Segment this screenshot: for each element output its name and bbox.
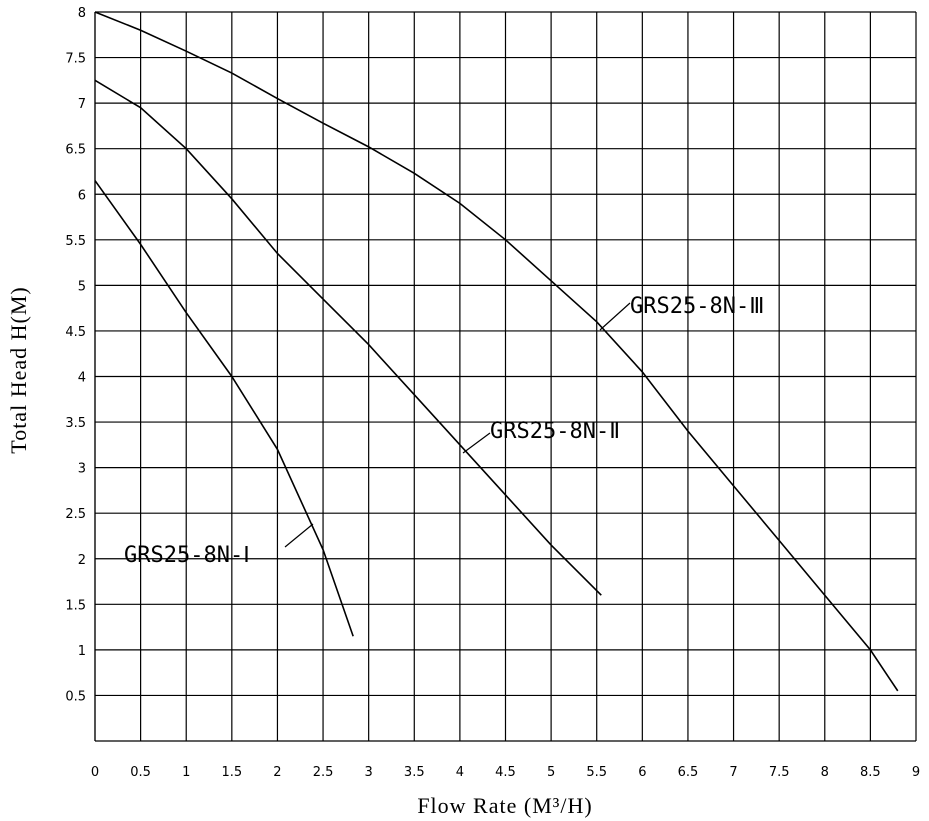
y-tick-label: 5 <box>78 279 86 294</box>
y-tick-label: 2.5 <box>65 507 86 522</box>
series-label: GRS25-8N-Ⅱ <box>490 419 620 444</box>
y-tick-label: 3.5 <box>65 416 86 431</box>
x-tick-label: 6 <box>638 765 646 780</box>
x-tick-label: 8.5 <box>860 765 881 780</box>
y-tick-label: 3 <box>78 462 86 477</box>
x-tick-label: 5.5 <box>586 765 607 780</box>
y-tick-label: 1.5 <box>65 598 86 613</box>
y-tick-label: 7.5 <box>65 52 86 67</box>
x-tick-label: 5 <box>547 765 555 780</box>
x-tick-label: 2 <box>273 765 281 780</box>
x-tick-label: 7.5 <box>769 765 790 780</box>
y-tick-label: 7 <box>78 97 86 112</box>
x-axis-title: Flow Rate (M³/H) <box>417 793 592 818</box>
leader-line <box>284 523 314 548</box>
x-tick-label: 4.5 <box>495 765 516 780</box>
x-tick-label: 8 <box>821 765 829 780</box>
series-label: GRS25-8N-Ⅰ <box>124 543 250 568</box>
x-tick-label: 2.5 <box>313 765 334 780</box>
x-tick-label: 1 <box>182 765 190 780</box>
y-tick-label: 4 <box>78 371 86 386</box>
x-tick-label: 3.5 <box>404 765 425 780</box>
y-tick-label: 4.5 <box>65 325 86 340</box>
x-tick-label: 7 <box>729 765 737 780</box>
y-tick-label: 1 <box>78 644 86 659</box>
x-tick-label: 4 <box>456 765 464 780</box>
y-tick-label: 0.5 <box>65 689 86 704</box>
x-tick-label: 0.5 <box>130 765 151 780</box>
leader-line <box>462 432 491 454</box>
series-label: GRS25-8N-Ⅲ <box>630 294 764 319</box>
y-tick-label: 6.5 <box>65 143 86 158</box>
series-line <box>94 79 602 596</box>
x-tick-label: 3 <box>365 765 373 780</box>
y-tick-label: 2 <box>78 553 86 568</box>
y-tick-label: 6 <box>78 188 86 203</box>
series-line <box>94 11 899 692</box>
series-line <box>94 180 354 637</box>
y-tick-label: 8 <box>78 6 86 21</box>
x-tick-label: 1.5 <box>221 765 242 780</box>
x-tick-label: 0 <box>91 765 99 780</box>
x-tick-label: 9 <box>912 765 920 780</box>
y-tick-label: 5.5 <box>65 234 86 249</box>
leader-line <box>599 302 631 331</box>
x-tick-label: 6.5 <box>678 765 699 780</box>
y-axis-title: Total Head H(M) <box>6 286 31 453</box>
